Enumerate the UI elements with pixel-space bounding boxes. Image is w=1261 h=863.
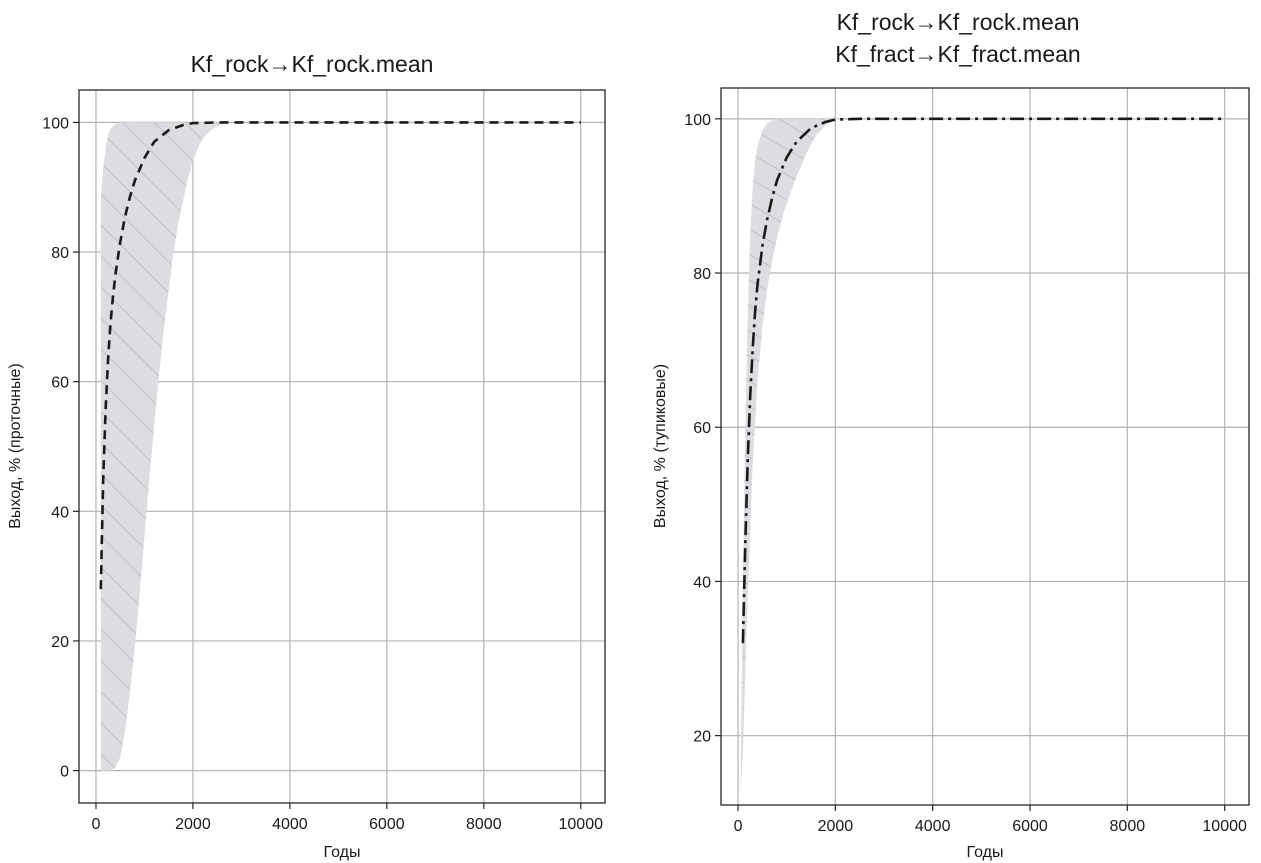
uncertainty-band xyxy=(740,118,1225,798)
x-tick-label: 8000 xyxy=(1110,818,1146,835)
mean-line xyxy=(741,117,1225,644)
chart-title: Kf_rock→Kf_rock.mean Kf_fract→Kf_fract.me… xyxy=(835,9,1080,67)
y-tick-label: 100 xyxy=(684,112,711,129)
y-tick-label: 40 xyxy=(693,574,711,591)
grid xyxy=(721,88,1249,805)
y-tick-label: 80 xyxy=(51,245,69,262)
y-tick-label: 80 xyxy=(693,266,711,283)
band-hatch xyxy=(740,118,1225,798)
x-tick-label: 10000 xyxy=(1202,818,1247,835)
x-axis-ticks: 0 2000 4000 6000 8000 10000 xyxy=(734,805,1247,835)
y-tick-label: 60 xyxy=(51,375,69,392)
y-tick-label: 20 xyxy=(51,634,69,651)
x-tick-label: 0 xyxy=(92,816,101,833)
x-axis-label: Годы xyxy=(967,844,1004,861)
x-tick-label: 4000 xyxy=(915,818,951,835)
chart-title: Kf_rock→Kf_rock.mean xyxy=(191,51,434,77)
y-tick-label: 100 xyxy=(42,115,69,132)
x-tick-label: 2000 xyxy=(175,816,211,833)
x-tick-label: 6000 xyxy=(369,816,405,833)
y-axis-ticks: 0 20 40 60 80 100 xyxy=(42,115,79,781)
x-tick-label: 6000 xyxy=(1012,818,1048,835)
uncertainty-band xyxy=(100,122,581,771)
chart-panel-flow: Kf_rock→Kf_rock.mean 0 2000 4000 6000 8000 10… xyxy=(7,51,606,861)
y-axis-label: Выход, % (проточные) xyxy=(7,363,24,528)
y-tick-label: 0 xyxy=(60,764,69,781)
x-axis-label: Годы xyxy=(324,844,361,861)
y-tick-label: 20 xyxy=(693,729,711,746)
y-axis-label: Выход, % (тупиковые) xyxy=(652,364,669,528)
band-fill xyxy=(740,118,1225,798)
plot-frame xyxy=(720,87,1250,806)
band-hatch xyxy=(100,122,581,771)
mean-line-series xyxy=(99,121,581,590)
x-tick-label: 2000 xyxy=(818,818,854,835)
chart-title-line: Kf_rock→Kf_rock.mean xyxy=(837,9,1080,35)
x-tick-label: 0 xyxy=(734,818,743,835)
x-axis-ticks: 0 2000 4000 6000 8000 10000 xyxy=(92,803,604,833)
mean-line-series xyxy=(741,117,1225,644)
y-tick-label: 40 xyxy=(51,504,69,521)
mean-line xyxy=(99,121,581,590)
plot-frame xyxy=(78,89,606,804)
chart-title-line: Kf_fract→Kf_fract.mean xyxy=(835,41,1080,67)
chart-title-line: Kf_rock→Kf_rock.mean xyxy=(191,51,434,77)
y-axis-ticks: 20 40 60 80 100 xyxy=(684,112,721,746)
chart-panel-deadend: Kf_rock→Kf_rock.mean Kf_fract→Kf_fract.me… xyxy=(652,9,1250,861)
x-tick-label: 10000 xyxy=(559,816,604,833)
x-tick-label: 4000 xyxy=(272,816,308,833)
y-tick-label: 60 xyxy=(693,420,711,437)
x-tick-label: 8000 xyxy=(466,816,502,833)
